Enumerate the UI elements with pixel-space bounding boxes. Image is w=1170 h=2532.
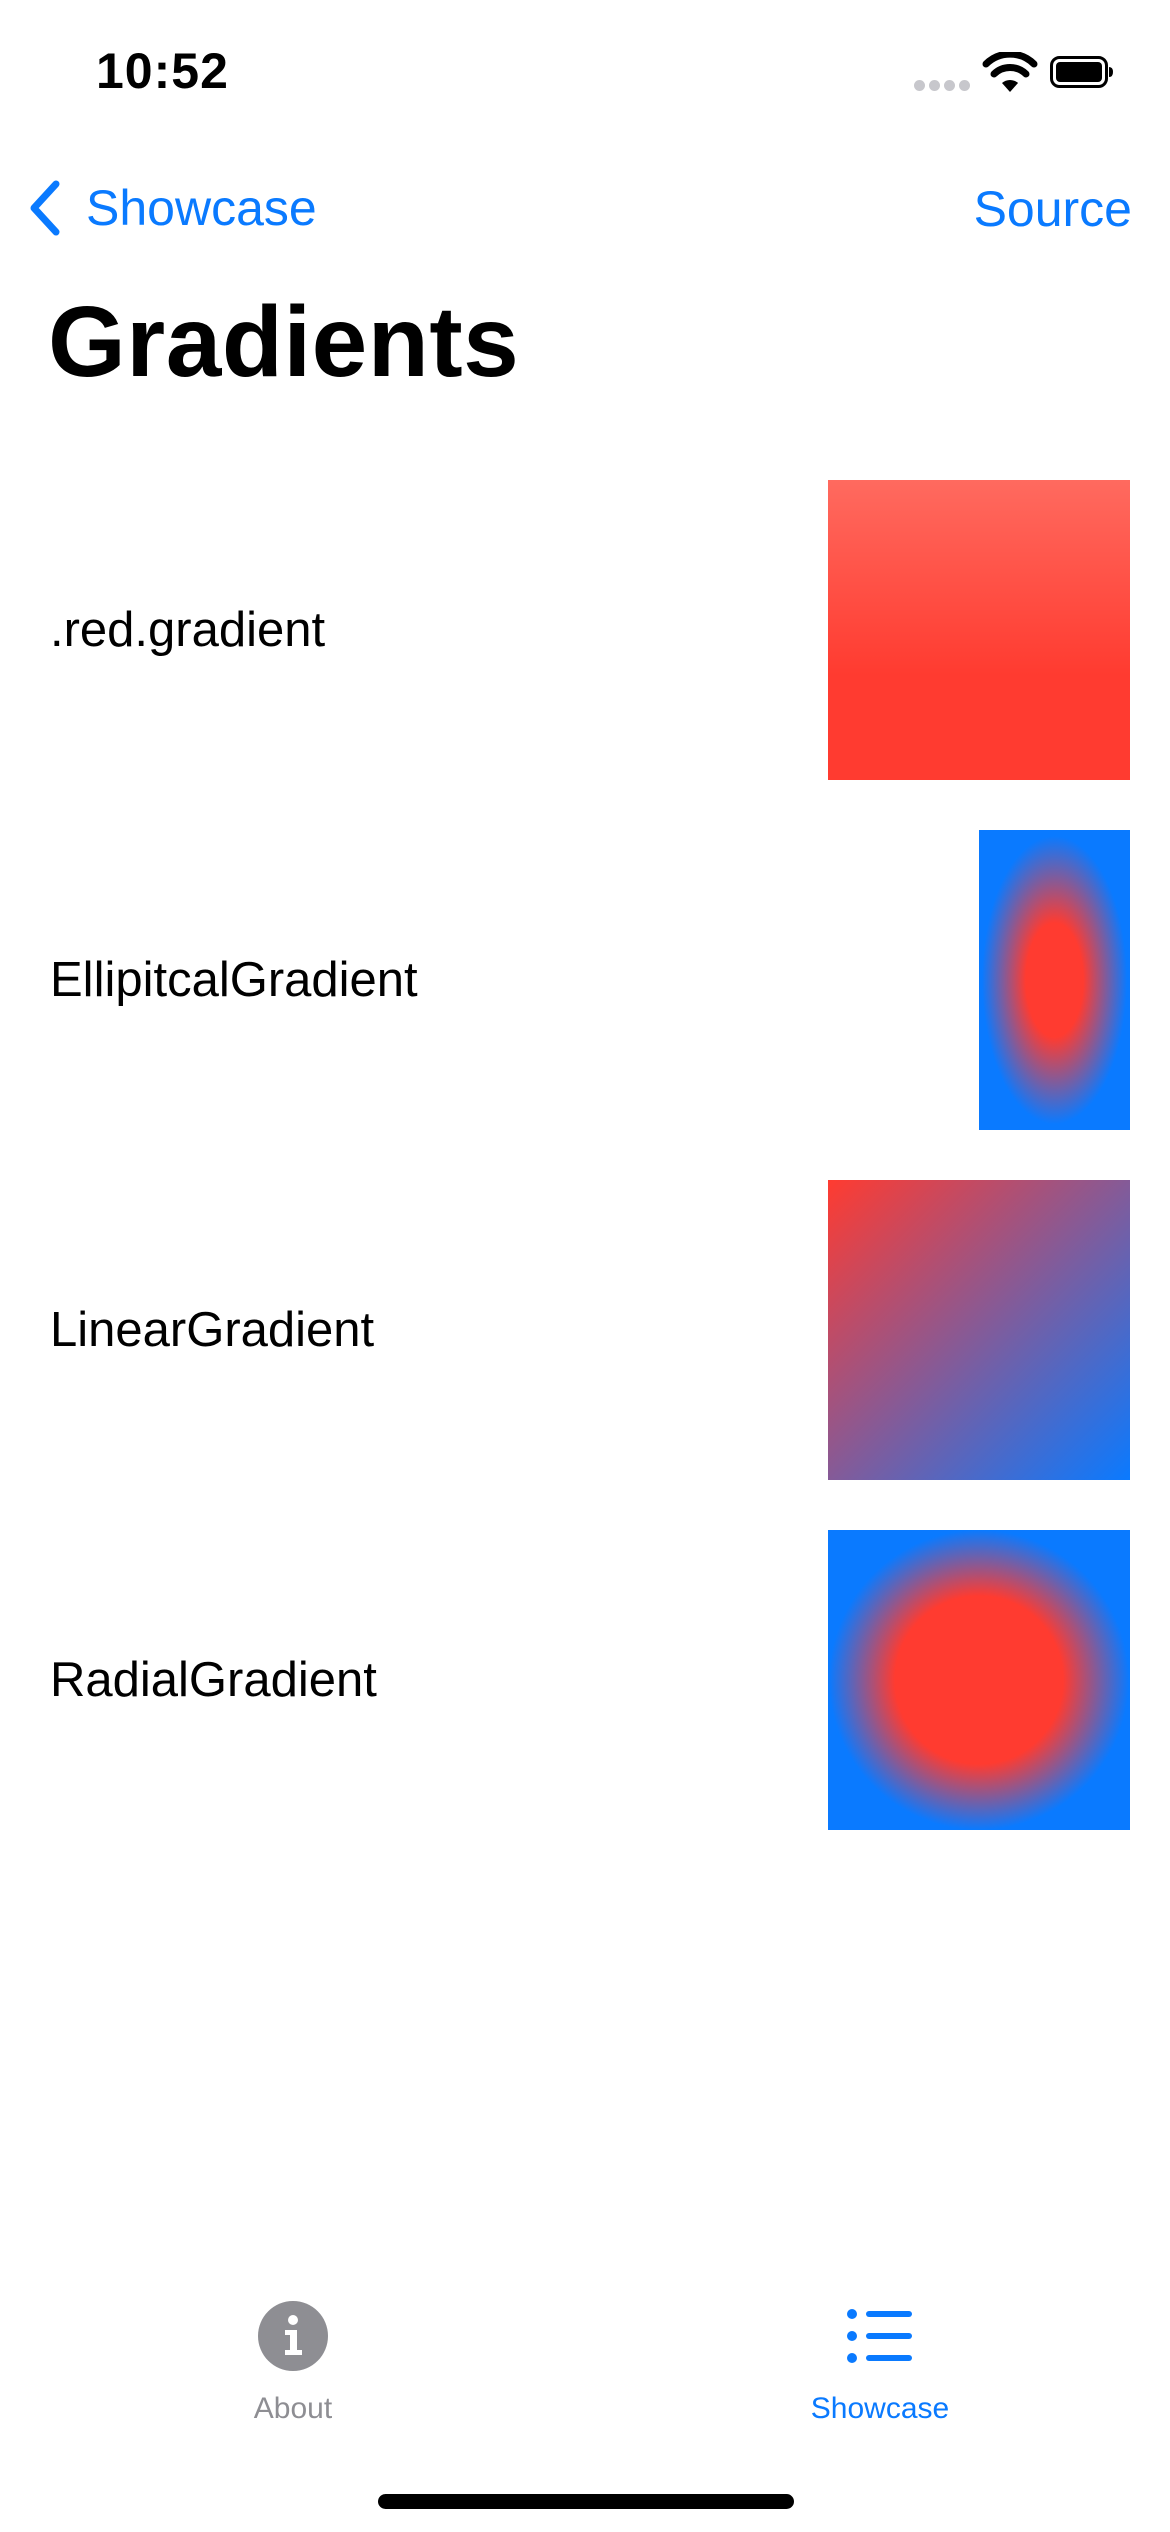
- row-label: .red.gradient: [50, 603, 326, 657]
- chevron-left-icon: [30, 180, 60, 236]
- elliptical-gradient-swatch: [979, 830, 1130, 1130]
- tab-label: Showcase: [810, 2392, 950, 2425]
- source-button[interactable]: Source: [973, 181, 1132, 237]
- tab-showcase[interactable]: Showcase: [730, 2300, 1030, 2426]
- tab-label: About: [253, 2392, 333, 2425]
- list-bullet-icon: [847, 2309, 912, 2363]
- status-time: 10:52: [96, 43, 229, 99]
- list-item[interactable]: LinearGradient: [0, 1180, 1170, 1480]
- list-item[interactable]: EllipitcalGradient: [0, 830, 1170, 1130]
- row-label: EllipitcalGradient: [50, 953, 418, 1007]
- home-indicator: [378, 2494, 794, 2509]
- battery-icon: [1050, 56, 1113, 88]
- list-item[interactable]: .red.gradient: [0, 480, 1170, 780]
- gradient-list: .red.gradient EllipitcalGradient LinearG…: [0, 480, 1170, 1880]
- status-bar: 10:52: [0, 0, 1170, 150]
- linear-gradient-swatch: [828, 1180, 1130, 1480]
- row-label: LinearGradient: [50, 1303, 375, 1357]
- red-gradient-swatch: [828, 480, 1130, 780]
- list-item[interactable]: RadialGradient: [0, 1530, 1170, 1830]
- page-title: Gradients: [48, 286, 520, 398]
- row-label: RadialGradient: [50, 1653, 377, 1707]
- radial-gradient-swatch: [828, 1530, 1130, 1830]
- back-button[interactable]: Showcase: [24, 176, 317, 240]
- back-button-label: Showcase: [86, 180, 317, 236]
- info-circle-icon: [258, 2301, 328, 2371]
- cellular-signal-icon: [914, 80, 970, 94]
- tab-bar: About Showcase: [0, 2300, 1170, 2450]
- tab-about[interactable]: About: [143, 2300, 443, 2426]
- wifi-icon: [982, 52, 1038, 92]
